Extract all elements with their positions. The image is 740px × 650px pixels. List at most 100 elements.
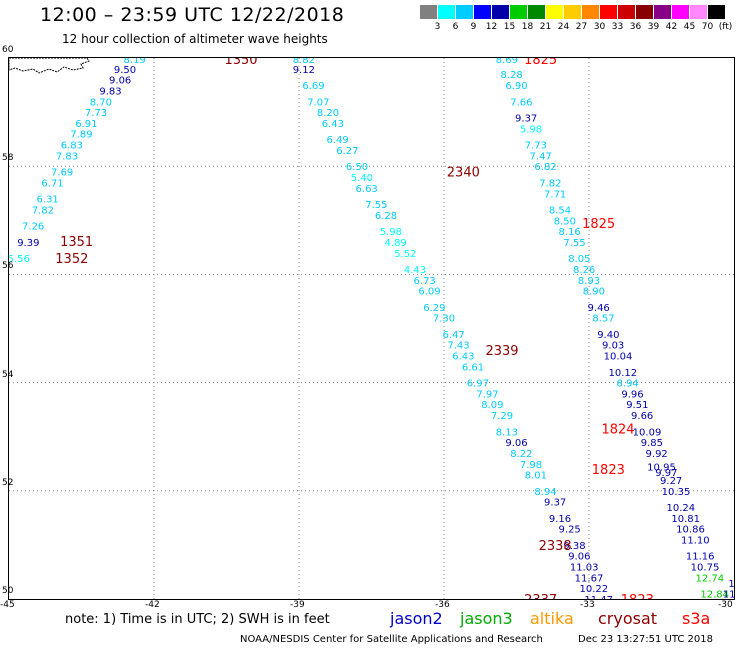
footer-timestamp: Dec 23 13:27:51 UTC 2018	[578, 634, 713, 645]
x-tick-label: -42	[145, 600, 160, 610]
satellite-legend-altika: altika	[530, 609, 574, 628]
swh-value: 5.98	[380, 227, 402, 238]
swh-value: 10.04	[604, 352, 633, 363]
swh-value: 6.28	[375, 211, 397, 222]
swh-value: 10.09	[633, 427, 662, 438]
swh-value: 9.06	[109, 76, 131, 87]
swh-value: 9.66	[631, 411, 653, 422]
x-tick-label: -30	[718, 600, 733, 610]
swh-value: 6.31	[37, 195, 59, 206]
pass-time-label: 1350	[224, 58, 257, 68]
swh-value: 8.70	[90, 97, 112, 108]
swh-value: 11.16	[686, 552, 715, 563]
swh-value: 6.90	[505, 81, 527, 92]
swh-value: 7.71	[544, 189, 566, 200]
swh-value: 7.66	[510, 97, 532, 108]
scale-swatch	[438, 5, 455, 19]
x-tick-label: -36	[435, 600, 450, 610]
swh-value: 6.71	[41, 178, 63, 189]
pass-time-label: 1823	[621, 593, 654, 599]
swh-value: 8.26	[573, 265, 595, 276]
swh-value: 7.43	[447, 341, 469, 352]
pass-time-label: 1824	[601, 423, 634, 438]
scale-label: 3	[434, 22, 441, 32]
swh-value: 7.47	[530, 151, 552, 162]
scale-swatch	[474, 5, 491, 19]
swh-value: 7.98	[520, 460, 542, 471]
swh-value: 7.07	[307, 97, 329, 108]
x-tick-label: -33	[580, 600, 595, 610]
swh-value: 4.89	[385, 238, 407, 249]
swh-value: 9.25	[559, 525, 581, 536]
swh-value: 8.90	[583, 287, 605, 298]
footer-credit: NOAA/NESDIS Center for Satellite Applica…	[240, 634, 543, 645]
swh-value: 7.89	[70, 130, 92, 141]
swh-value: 6.50	[346, 162, 368, 173]
swh-value: 7.29	[491, 411, 513, 422]
swh-value: 10.81	[671, 514, 700, 525]
swh-value: 12.84	[700, 590, 729, 599]
chart-subtitle: 12 hour collection of altimeter wave hei…	[62, 32, 328, 46]
swh-value: 6.47	[443, 330, 465, 341]
scale-swatch	[546, 5, 563, 19]
swh-value: 5.40	[351, 173, 373, 184]
swh-value: 6.49	[327, 135, 349, 146]
scale-label: 12	[485, 22, 498, 32]
swh-value: 9.51	[626, 400, 648, 411]
swh-value: 6.83	[61, 141, 83, 152]
pass-time-label: 2338	[539, 539, 572, 554]
swh-value: 10.24	[667, 503, 696, 514]
y-tick-label: 50	[2, 586, 14, 596]
swh-value: 9.83	[99, 86, 121, 97]
swh-value: 9.46	[588, 303, 610, 314]
swh-value: 8.09	[481, 400, 503, 411]
swh-value: 7.83	[56, 151, 78, 162]
scale-swatch	[456, 5, 473, 19]
swh-value: 11.47	[584, 595, 613, 599]
scale-label: 42	[665, 22, 678, 32]
pass-time-label: 1352	[55, 252, 88, 267]
swh-value: 7.55	[365, 200, 387, 211]
scale-swatch	[510, 5, 527, 19]
swh-value: 10.86	[676, 525, 705, 536]
swh-value: 6.09	[418, 287, 440, 298]
pass-time-label: 2339	[485, 344, 518, 359]
swh-value: 11.03	[570, 563, 599, 574]
swh-value: 8.20	[317, 108, 339, 119]
swh-value: 7.82	[32, 205, 54, 216]
swh-value: 11.67	[575, 573, 604, 584]
pass-time-label: 1351	[60, 235, 93, 250]
scale-label: 21	[539, 22, 552, 32]
swh-value: 8.01	[525, 471, 547, 482]
swh-value: 8.94	[534, 487, 556, 498]
swh-value: 8.93	[578, 276, 600, 287]
swh-value: 10.95	[647, 462, 676, 473]
swh-value: 7.55	[563, 238, 585, 249]
swh-value: 8.82	[293, 58, 315, 66]
y-tick-label: 60	[2, 45, 14, 55]
swh-value: 7.73	[85, 108, 107, 119]
swh-value: 8.94	[617, 379, 639, 390]
swh-value: 6.97	[467, 379, 489, 390]
swh-value: 9.97	[655, 468, 677, 479]
swh-value: 7.97	[476, 389, 498, 400]
swh-value: 6.91	[75, 119, 97, 130]
swh-value: 8.28	[501, 70, 523, 81]
scale-label: 27	[575, 22, 588, 32]
scale-swatch	[654, 5, 671, 19]
swh-value: 7.30	[433, 314, 455, 325]
scale-swatch	[564, 5, 581, 19]
scale-label: 9	[470, 22, 477, 32]
swh-value: 7.73	[525, 141, 547, 152]
swh-value: 8.22	[510, 449, 532, 460]
satellite-legend-jason2: jason2	[390, 609, 443, 628]
scale-swatch	[708, 5, 725, 19]
scale-label: 15	[503, 22, 516, 32]
satellite-legend-s3a: s3a	[682, 609, 711, 628]
swh-value: 9.38	[563, 541, 585, 552]
scale-label: 18	[521, 22, 534, 32]
swh-value: 9.50	[114, 65, 136, 76]
scale-label: 30	[593, 22, 606, 32]
swh-value: 11.10	[681, 535, 710, 546]
y-tick-label: 58	[2, 153, 14, 164]
